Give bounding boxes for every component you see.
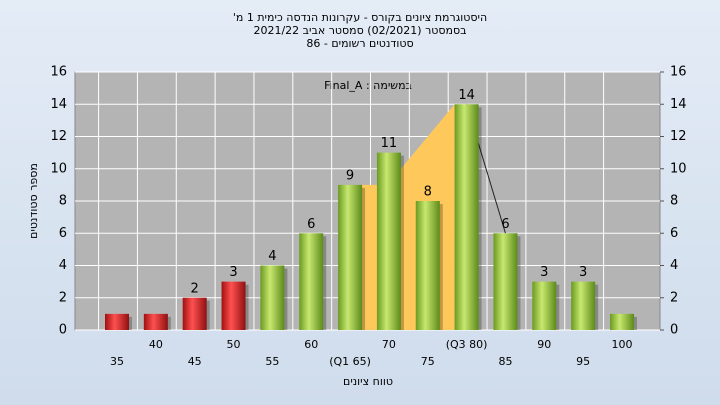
y-tick-label: 6: [59, 226, 67, 241]
y-tick-label: 12: [50, 129, 67, 144]
y-tick-label: 0: [59, 323, 67, 338]
x-tick-label: 70: [382, 338, 396, 351]
x-tick-label: 50: [227, 338, 241, 351]
bar: [143, 313, 168, 330]
x-tick-label: 45: [188, 355, 202, 368]
value-label: 3: [579, 265, 587, 280]
x-tick-label: 55: [265, 355, 279, 368]
x-axis-label: טווח ציונים: [343, 375, 393, 388]
bar: [299, 233, 324, 330]
x-tick-label: 75: [421, 355, 435, 368]
y2-tick-label: 16: [670, 65, 687, 80]
y-axis-label: מספר סטודנטים: [27, 163, 40, 239]
x-tick-label: 100: [612, 338, 633, 351]
chart-subtitle: בסמסטר (02/2021) סמסטר אביב 2021/22: [253, 24, 466, 37]
x-tick-label: 90: [537, 338, 551, 351]
value-label: 3: [540, 265, 548, 280]
x-tick-label: 35: [110, 355, 124, 368]
y-tick-label: 2: [59, 290, 67, 305]
y2-tick-label: 6: [670, 226, 678, 241]
y-tick-label: 16: [50, 65, 67, 80]
x-tick-label: 40: [149, 338, 163, 351]
bar: [493, 233, 518, 330]
chart-title: היסטוגרמת ציונים בקורס - עקרונות הנדסה כ…: [233, 11, 487, 24]
y2-tick-label: 0: [670, 323, 678, 338]
y-tick-label: 4: [59, 258, 67, 273]
x-tick-label: (Q3 80): [446, 338, 488, 351]
y2-tick-label: 12: [670, 129, 687, 144]
value-label: 6: [501, 217, 509, 232]
bar: [454, 104, 479, 330]
y-tick-label: 8: [59, 194, 67, 209]
annotation: במשימה : Final_A: [324, 79, 412, 92]
bar: [376, 152, 401, 330]
y-tick-label: 14: [50, 97, 67, 112]
x-tick-label: (Q1 65): [329, 355, 371, 368]
bar: [610, 313, 634, 330]
y2-tick-label: 14: [670, 97, 687, 112]
y2-tick-label: 4: [670, 258, 678, 273]
bar: [105, 313, 129, 330]
value-label: 3: [229, 265, 237, 280]
bar: [415, 201, 440, 330]
value-label: 8: [424, 185, 432, 200]
value-label: 14: [458, 88, 475, 103]
value-label: 2: [191, 281, 199, 296]
y2-tick-label: 10: [670, 161, 687, 176]
x-tick-label: 60: [304, 338, 318, 351]
bar: [182, 297, 207, 330]
value-label: 11: [381, 136, 398, 151]
x-tick-label: 95: [576, 355, 590, 368]
bar: [571, 281, 596, 330]
bar: [221, 281, 246, 330]
x-tick-label: 85: [498, 355, 512, 368]
y2-tick-label: 8: [670, 194, 678, 209]
bar: [338, 184, 363, 330]
bar: [532, 281, 557, 330]
y-tick-label: 10: [50, 161, 67, 176]
chart-subtitle: סטודנטים רשומים - 86: [306, 37, 413, 50]
bar: [260, 265, 285, 330]
value-label: 9: [346, 168, 354, 183]
value-label: 4: [268, 249, 276, 264]
value-label: 6: [307, 217, 315, 232]
y2-tick-label: 2: [670, 290, 678, 305]
